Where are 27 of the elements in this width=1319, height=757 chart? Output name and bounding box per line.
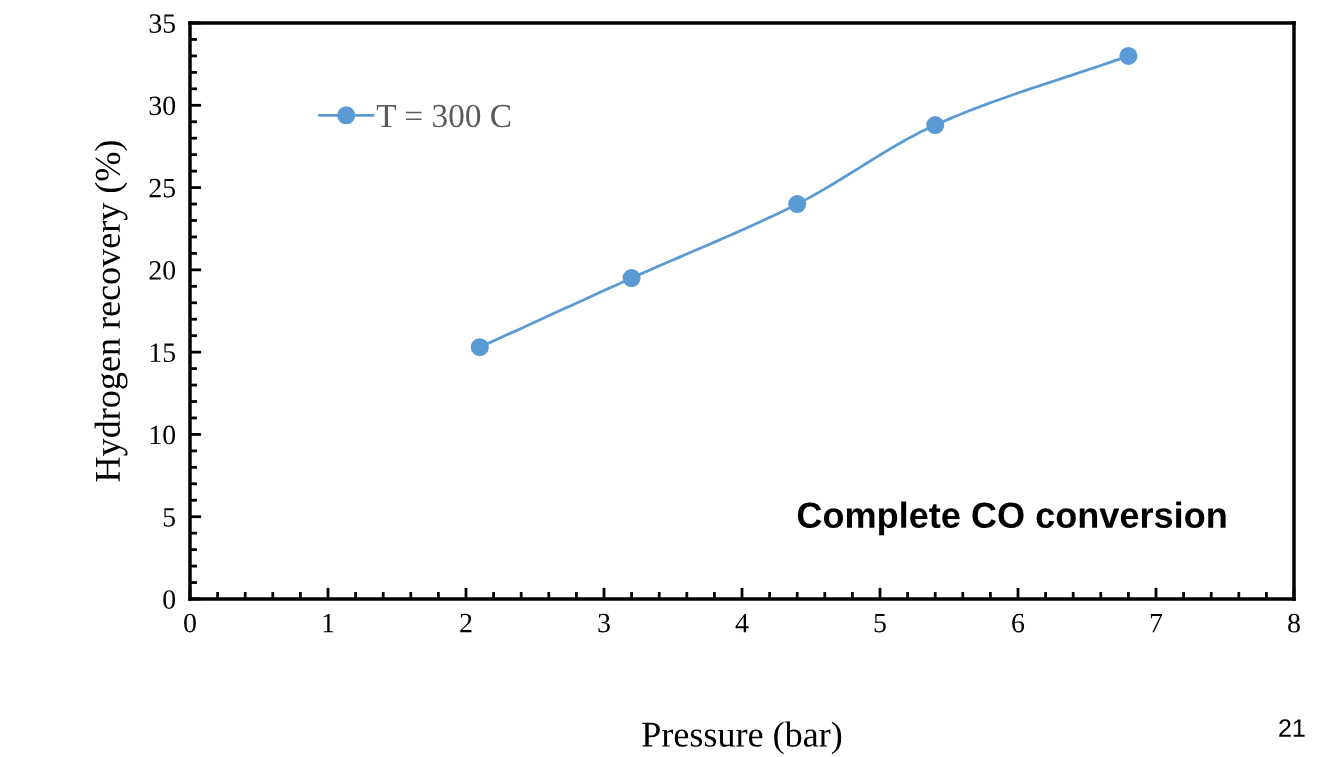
point <box>1119 46 1138 65</box>
point <box>788 195 807 214</box>
y-tick-label: 0 <box>163 590 176 609</box>
y-axis-title: Hydrogen recovery (%) <box>94 141 128 482</box>
x-tick-label: 8 <box>1288 613 1300 633</box>
point <box>926 116 945 135</box>
x-tick-label: 7 <box>1150 613 1163 633</box>
x-tick-label: 4 <box>735 613 749 633</box>
y-tick-label: 15 <box>150 343 176 363</box>
x-axis-title: Pressure (bar) <box>642 721 842 755</box>
point <box>622 269 641 288</box>
x-tick-label: 6 <box>1012 613 1025 633</box>
point <box>470 338 489 357</box>
legend-label: T = 300 C <box>376 104 511 128</box>
x-tick-label: 2 <box>460 613 472 633</box>
x-tick-label: 5 <box>874 613 886 633</box>
y-tick-label: 20 <box>149 261 176 280</box>
y-tick-label: 10 <box>150 425 176 445</box>
x-tick-label: 0 <box>184 613 196 633</box>
y-tick-label: 25 <box>149 178 176 198</box>
x-tick-label: 3 <box>598 613 610 633</box>
x-tick-label: 1 <box>323 613 334 633</box>
y-tick-label: 30 <box>149 96 176 116</box>
y-tick-label: 35 <box>149 14 176 33</box>
y-tick-label: 5 <box>163 508 176 527</box>
annotation: Complete CO conversion <box>797 501 1226 536</box>
text: 21 <box>1279 719 1305 737</box>
